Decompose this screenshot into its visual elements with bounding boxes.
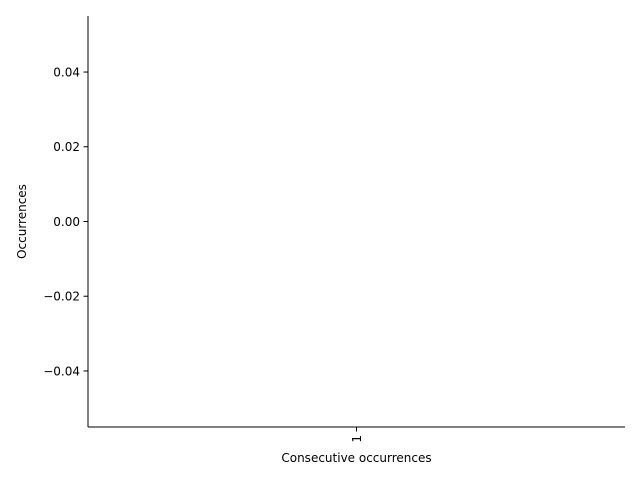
y-tick-label: −0.04 bbox=[43, 364, 80, 378]
y-axis-label: Occurrences bbox=[15, 184, 29, 259]
y-axis-ticks: −0.04 −0.02 0.00 0.02 0.04 bbox=[43, 65, 88, 378]
x-axis-label: Consecutive occurrences bbox=[281, 451, 431, 465]
y-tick-label: 0.00 bbox=[53, 215, 80, 229]
y-tick-label: −0.02 bbox=[43, 290, 80, 304]
y-tick-label: 0.04 bbox=[53, 65, 80, 79]
y-tick-label: 0.02 bbox=[53, 140, 80, 154]
x-tick-label: 1 bbox=[350, 435, 364, 443]
x-axis-ticks: 1 bbox=[350, 427, 364, 443]
plot-area: −0.04 −0.02 0.00 0.02 0.04 1 bbox=[43, 16, 625, 443]
